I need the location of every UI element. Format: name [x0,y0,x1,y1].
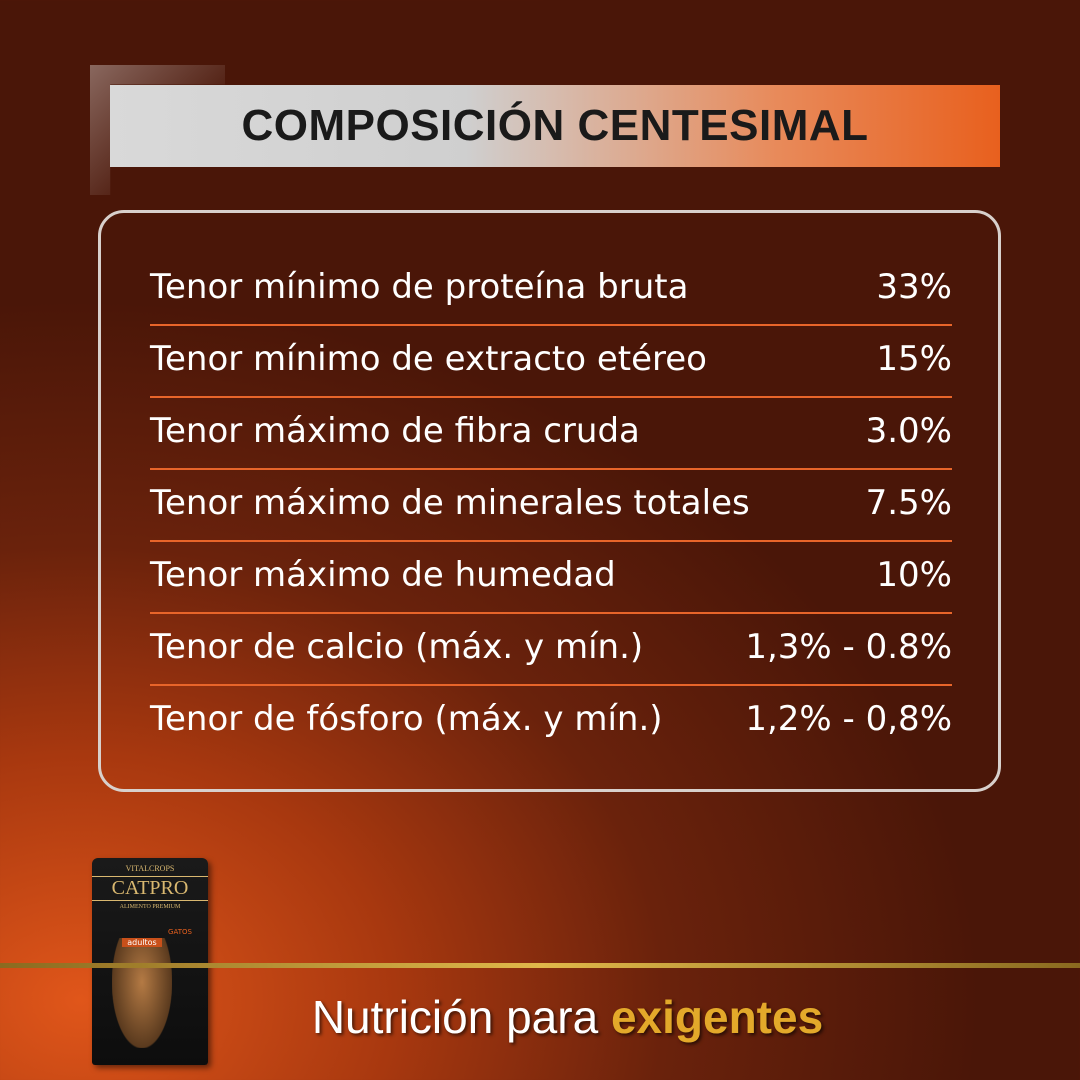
row-separator [150,468,952,470]
row-value: 7.5% [865,483,952,523]
row-label: Tenor de fósforo (máx. y mín.) [150,699,663,739]
title: COMPOSICIÓN CENTESIMAL [241,101,869,150]
kind: GATOS [168,928,192,936]
table-row: Tenor mínimo de extracto etéreo 15% [150,323,952,395]
title-bar: COMPOSICIÓN CENTESIMAL [110,85,1000,167]
row-label: Tenor mínimo de proteína bruta [150,267,689,307]
row-label: Tenor de calcio (máx. y mín.) [150,627,644,667]
footer-text: Nutrición para [311,991,599,1043]
row-separator [150,396,952,398]
cat-image [112,938,172,1048]
product-bag: VITALCROPS CATPRO ALIMENTO PREMIUM GATOS… [92,858,208,1065]
row-separator [150,684,952,686]
table-row: Tenor de calcio (máx. y mín.) 1,3% - 0.8% [150,611,952,683]
row-value: 1,3% - 0.8% [745,627,952,667]
table-row: Tenor mínimo de proteína bruta 33% [150,251,952,323]
gold-line [0,963,1080,968]
brand: CATPRO [92,876,208,901]
row-separator [150,324,952,326]
row-label: Tenor máximo de fibra cruda [150,411,640,451]
stage: adultos [122,938,162,947]
row-value: 10% [876,555,952,595]
table-row: Tenor máximo de humedad 10% [150,539,952,611]
table-row: Tenor máximo de minerales totales 7.5% [150,467,952,539]
row-label: Tenor máximo de minerales totales [150,483,750,523]
table-row: Tenor de fósforo (máx. y mín.) 1,2% - 0,8… [150,683,952,755]
row-separator [150,540,952,542]
line: ALIMENTO PREMIUM [119,904,181,910]
row-value: 33% [876,267,952,307]
row-label: Tenor máximo de humedad [150,555,616,595]
table-box [98,210,1001,792]
row-value: 15% [876,339,952,379]
footer-highlight: exigentes [610,991,824,1043]
maker: VITALCROPS [125,864,175,873]
row-value: 1,2% - 0,8% [745,699,952,739]
row-separator [150,612,952,614]
table-row: Tenor máximo de fibra cruda 3.0% [150,395,952,467]
footer: Nutrición para exigentes [0,990,1080,1044]
row-value: 3.0% [865,411,952,451]
row-label: Tenor mínimo de extracto etéreo [150,339,707,379]
